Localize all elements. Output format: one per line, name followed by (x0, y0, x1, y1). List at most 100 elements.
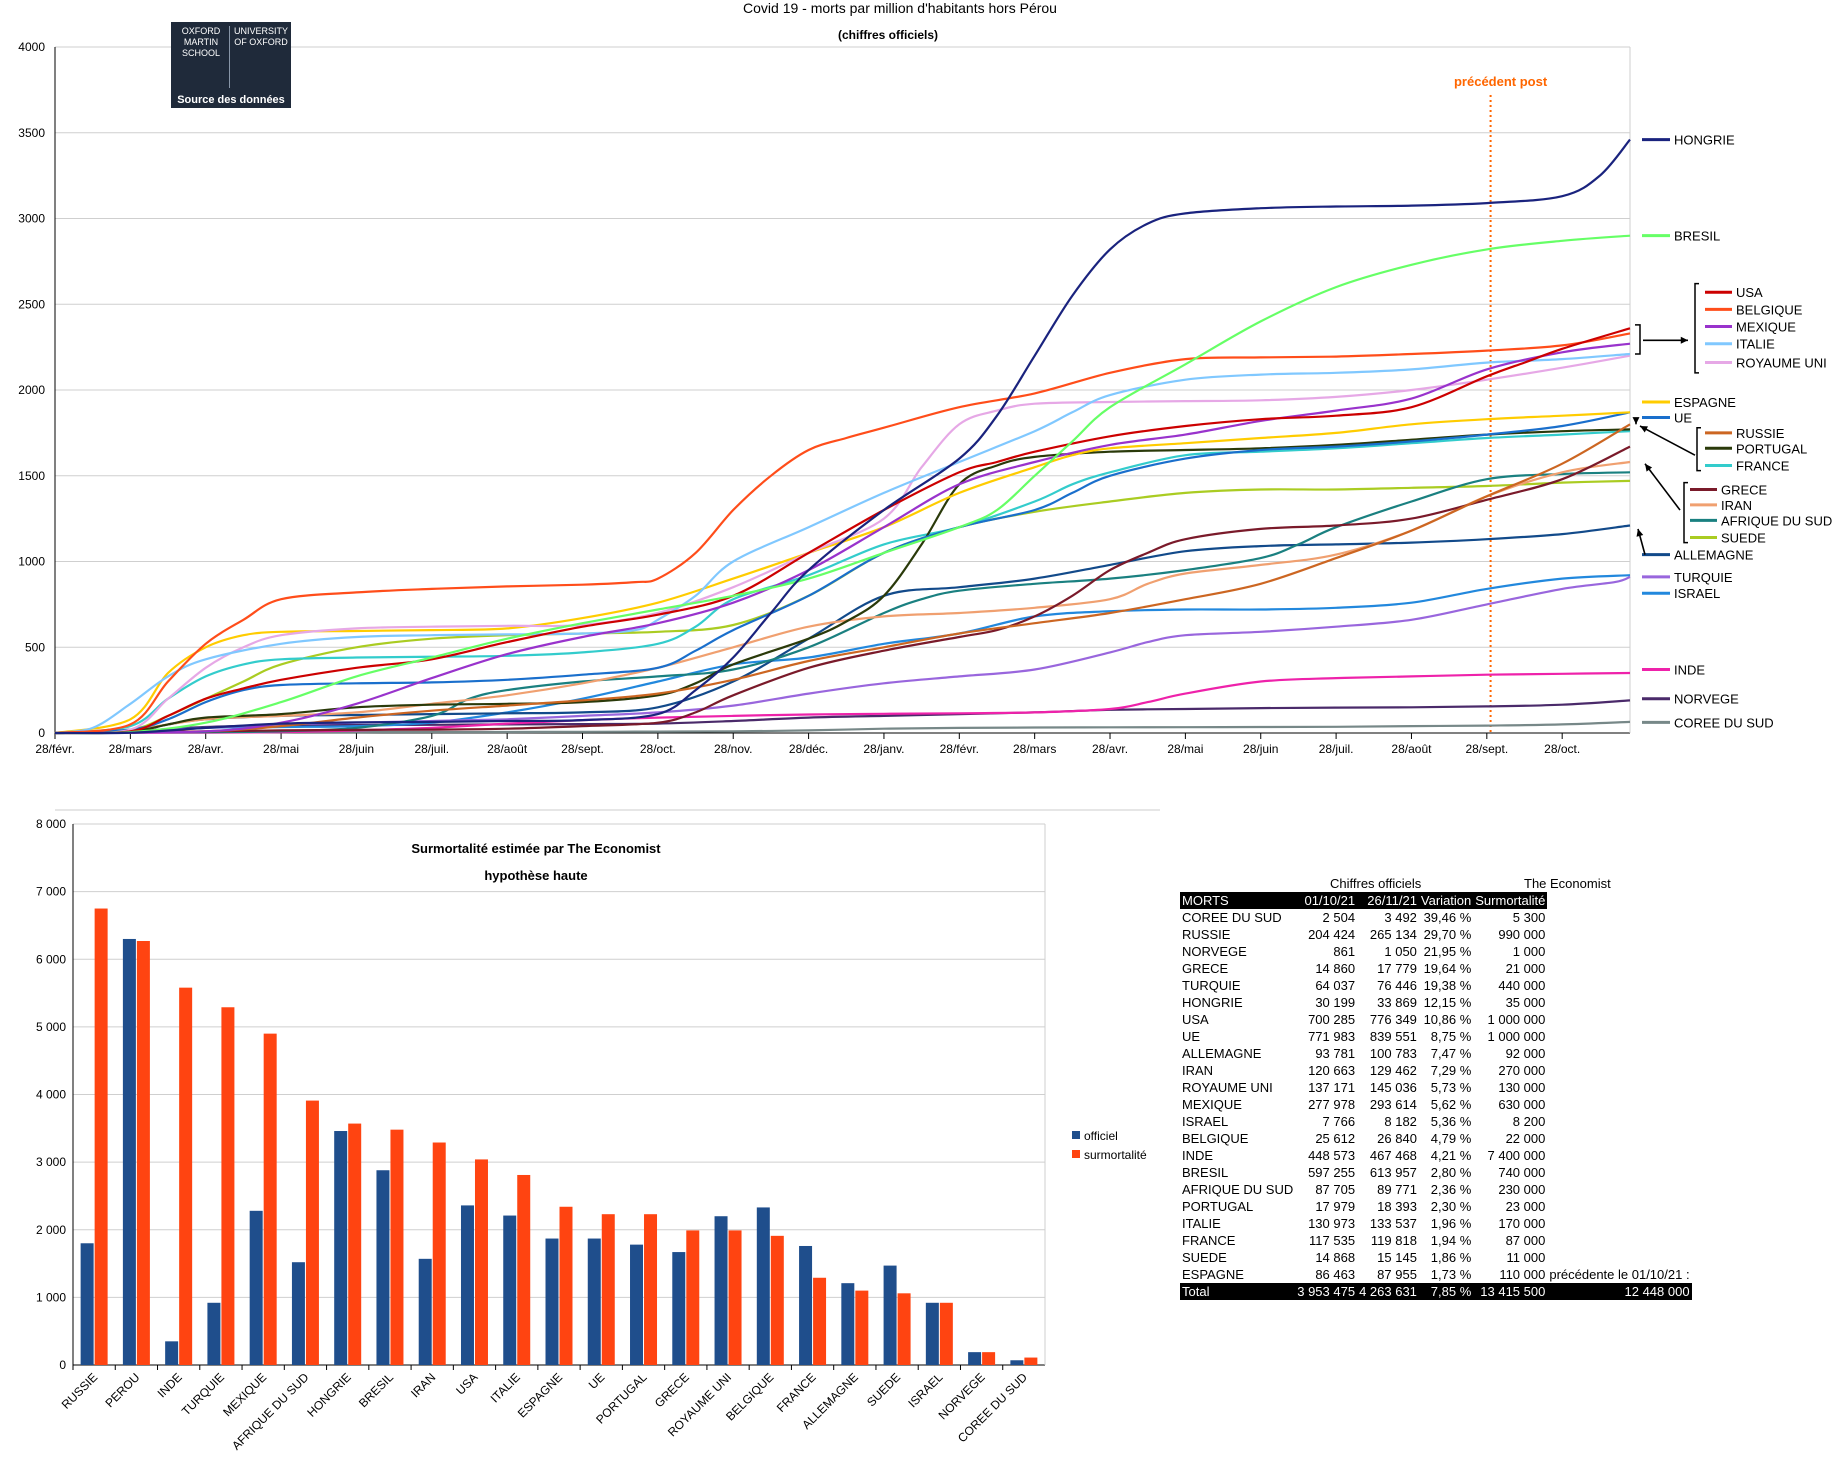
bar-officiel (756, 1207, 770, 1365)
table-cell: 133 537 (1369, 1216, 1417, 1231)
series-label-iran: IRAN (1721, 498, 1752, 513)
table-cell: 10,86 % (1423, 1012, 1472, 1027)
bar-surmortalité (601, 1214, 615, 1365)
source-caption: Source des données (177, 94, 285, 106)
bar-surmortalité (770, 1235, 784, 1365)
table-row: TURQUIE 64 037 76 446 19,38 % 440 000 (1180, 977, 1692, 994)
table-cell: 1 000 000 (1487, 1012, 1546, 1027)
table-cell: 21,95 % (1423, 944, 1472, 959)
table-cell: 277 978 (1308, 1097, 1356, 1112)
legend-bracket (1683, 481, 1688, 544)
table-cell: 700 285 (1308, 1012, 1356, 1027)
bar-surmortalité (813, 1277, 827, 1365)
oxford-martin-logo-text: OXFORD MARTIN SCHOOL (173, 26, 230, 88)
bar-surmortalité (94, 908, 108, 1365)
y-tick-label: 3000 (18, 212, 45, 226)
table-cell: 86 463 (1315, 1267, 1356, 1282)
series-line-portugal (54, 428, 1631, 735)
table-row: COREE DU SUD 2 504 3 492 39,46 % 5 300 (1180, 909, 1692, 926)
table-cell: BELGIQUE (1182, 1131, 1249, 1146)
legend-arrowhead (1645, 463, 1653, 472)
table-cell: 110 000 (1499, 1267, 1546, 1282)
x-tick-label: 28/janv. (863, 742, 904, 756)
bar-category-label: PEROU (102, 1370, 142, 1410)
bar-category-label: UE (586, 1370, 608, 1392)
table-cell: 120 663 (1308, 1063, 1356, 1078)
bar-surmortalité (559, 1206, 573, 1365)
series-label-espagne: ESPAGNE (1674, 395, 1736, 410)
table-header-cell: Variation (1418, 892, 1474, 909)
table-row: NORVEGE 861 1 050 21,95 % 1 000 (1180, 943, 1692, 960)
bar-chart-title: Surmortalité estimée par The Economist (411, 841, 661, 856)
bar-officiel (418, 1258, 432, 1365)
table-header-cell: 01/10/21 (1295, 892, 1358, 909)
table-cell: 776 349 (1369, 1012, 1417, 1027)
bar-officiel (1010, 1360, 1024, 1365)
bar-officiel (545, 1238, 559, 1365)
table-cell: 265 134 (1369, 927, 1417, 942)
table-group-header-official: Chiffres officiels (1330, 876, 1422, 891)
bar-officiel (80, 1243, 94, 1365)
series-label-allemagne: ALLEMAGNE (1674, 548, 1754, 563)
table-row: MEXIQUE 277 978 293 614 5,62 % 630 000 (1180, 1096, 1692, 1113)
table-cell: 145 036 (1369, 1080, 1417, 1095)
table-cell: 1,73 % (1430, 1267, 1472, 1282)
x-tick-label: 28/oct. (1544, 742, 1580, 756)
y-tick-label: 2000 (18, 383, 45, 397)
table-cell: 19,64 % (1423, 961, 1472, 976)
series-label-suede: SUEDE (1721, 530, 1766, 545)
x-tick-label: 28/juin (339, 742, 374, 756)
bar-category-label: TURQUIE (179, 1370, 227, 1418)
table-cell: 22 000 (1505, 1131, 1546, 1146)
series-line-grece (54, 445, 1631, 735)
y-tick-label: 0 (38, 726, 45, 740)
table-row: GRECE 14 860 17 779 19,64 % 21 000 (1180, 960, 1692, 977)
table-cell: 33 869 (1377, 995, 1417, 1010)
table-cell: 23 000 (1505, 1199, 1546, 1214)
table-cell: 8 200 (1512, 1114, 1546, 1129)
bar-surmortalité (644, 1214, 658, 1365)
table-cell: 15 145 (1377, 1250, 1417, 1265)
legend-entry: surmortalité (1084, 1148, 1147, 1162)
x-tick-label: 28/août (1391, 742, 1432, 756)
table-cell: 12,15 % (1423, 995, 1472, 1010)
series-line-allemagne (54, 524, 1631, 735)
bar-surmortalité (136, 940, 150, 1365)
bar-officiel (165, 1341, 179, 1365)
series-line-russie (54, 423, 1631, 735)
table-cell: 1 000 000 (1487, 1029, 1546, 1044)
table-cell: IRAN (1182, 1063, 1214, 1078)
bar-category-label: AFRIQUE DU SUD (229, 1370, 312, 1453)
table-cell: 839 551 (1369, 1029, 1417, 1044)
series-label-turquie: TURQUIE (1674, 570, 1733, 585)
bar-category-label: SUEDE (864, 1370, 903, 1409)
series-line-mexique (54, 342, 1631, 735)
legend-arrowhead (1636, 528, 1644, 537)
x-tick-label: 28/juil. (414, 742, 449, 756)
x-tick-label: 28/févr. (35, 742, 74, 756)
table-cell: 990 000 (1498, 927, 1546, 942)
x-tick-label: 28/avr. (1092, 742, 1128, 756)
series-label-france: FRANCE (1736, 458, 1790, 473)
bar-officiel (883, 1265, 897, 1365)
bar-surmortalité (728, 1230, 742, 1365)
bar-officiel (841, 1283, 855, 1365)
bar-y-tick-label: 2 000 (36, 1223, 66, 1237)
table-cell: 93 781 (1315, 1046, 1356, 1061)
table-cell: GRECE (1182, 961, 1229, 976)
table-cell: 5 300 (1512, 910, 1546, 925)
bar-officiel (207, 1302, 221, 1365)
table-cell: 129 462 (1369, 1063, 1417, 1078)
table-cell: 119 818 (1370, 1233, 1417, 1248)
series-line-norvege (54, 699, 1631, 735)
table-row: INDE 448 573 467 468 4,21 % 7 400 000 (1180, 1147, 1692, 1164)
table-cell: 2,80 % (1430, 1165, 1472, 1180)
table-cell: 17 779 (1377, 961, 1417, 976)
y-tick-label: 500 (25, 640, 45, 654)
bar-chart-grid: 0 1 000 2 000 3 000 4 000 5 000 6 000 7 000 8 00… (36, 817, 1046, 1372)
bar-y-tick-label: 3 000 (36, 1155, 66, 1169)
bar-y-tick-label: 1 000 (36, 1290, 66, 1304)
x-tick-label: 28/nov. (714, 742, 752, 756)
table-cell: 613 957 (1369, 1165, 1417, 1180)
